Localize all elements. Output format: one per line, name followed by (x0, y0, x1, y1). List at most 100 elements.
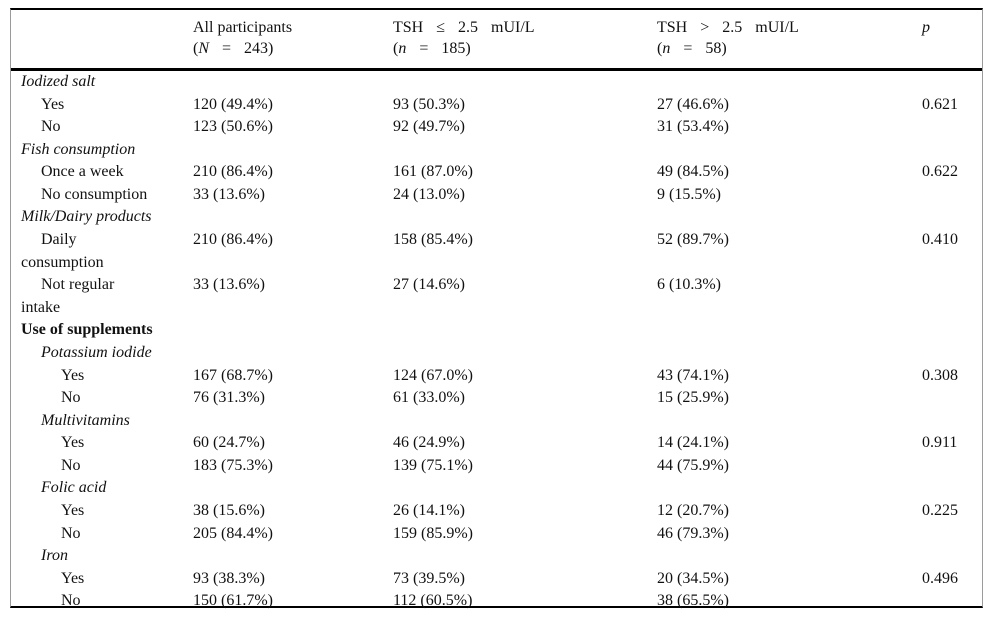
table-row: Daily consumption 210 (86.4%) 158 (85.4%) 52… (11, 229, 982, 274)
table-row: Once a week 210 (86.4%) 161 (87.0%) 49 (84.… (11, 161, 982, 184)
header-all-participants-n: (N = 243) (193, 40, 274, 57)
cell-all-participants: 183 (75.3%) (193, 456, 273, 474)
table-row: Use of supplements (11, 319, 982, 342)
row-label: No (61, 524, 81, 542)
row-label: No (61, 592, 81, 610)
header-tsh-gt-25: TSH > 2.5 mUI/L (n = 58) (657, 17, 912, 68)
table-row: No 150 (61.7%) 112 (60.5%) 38 (65.5%) (11, 590, 982, 613)
cell-tsh-gt-25: 6 (10.3%) (657, 276, 721, 294)
cell-all-participants: 93 (38.3%) (193, 569, 265, 587)
row-label: Potassium iodide (41, 343, 152, 361)
cell-all-participants: 123 (50.6%) (193, 118, 273, 136)
cell-all-participants: 210 (86.4%) (193, 163, 273, 181)
table-row: Folic acid (11, 477, 982, 500)
cell-all-participants: 76 (31.3%) (193, 389, 265, 407)
cell-tsh-gt-25: 27 (46.6%) (657, 95, 729, 113)
cell-tsh-gt-25: 20 (34.5%) (657, 569, 729, 587)
cell-p-value: 0.225 (922, 501, 958, 519)
cell-tsh-le-25: 158 (85.4%) (393, 231, 473, 249)
cell-all-participants: 60 (24.7%) (193, 434, 265, 452)
row-label: Milk/Dairy products (21, 208, 152, 226)
cell-tsh-gt-25: 38 (65.5%) (657, 592, 729, 610)
cell-tsh-le-25: 161 (87.0%) (393, 163, 473, 181)
row-label: No (61, 389, 81, 407)
table-row: Fish consumption (11, 139, 982, 162)
table-row: Not regular intake 33 (13.6%) 27 (14.6%) 6 (… (11, 274, 982, 319)
cell-tsh-le-25: 112 (60.5%) (393, 592, 473, 610)
cell-all-participants: 33 (13.6%) (193, 276, 265, 294)
table-body: Iodized salt Yes 120 (49.4%) 93 (50.3%) 27 (… (11, 71, 982, 613)
cell-tsh-gt-25: 15 (25.9%) (657, 389, 729, 407)
cell-p-value: 0.308 (922, 366, 958, 384)
header-tsh-gt-25-title: TSH > 2.5 mUI/L (657, 19, 799, 36)
row-label: Use of supplements (21, 321, 153, 339)
cell-p-value: 0.622 (922, 163, 958, 181)
row-label: Yes (61, 366, 85, 384)
cell-p-value: 0.911 (922, 434, 958, 452)
header-all-participants: All participants (N = 243) (193, 17, 393, 68)
cell-tsh-gt-25: 46 (79.3%) (657, 524, 729, 542)
row-label: Multivitamins (41, 411, 130, 429)
cell-tsh-le-25: 93 (50.3%) (393, 95, 465, 113)
cell-tsh-le-25: 92 (49.7%) (393, 118, 465, 136)
table-header: All participants (N = 243) TSH ≤ 2.5 mUI… (11, 10, 982, 71)
row-label: Yes (61, 501, 85, 519)
table-row: Iron (11, 545, 982, 568)
greater-than-symbol: > (700, 19, 710, 36)
cell-tsh-gt-25: 44 (75.9%) (657, 456, 729, 474)
cell-tsh-le-25: 73 (39.5%) (393, 569, 465, 587)
header-tsh-le-25-n: (n = 185) (393, 40, 471, 57)
cell-tsh-gt-25: 49 (84.5%) (657, 163, 729, 181)
cell-all-participants: 120 (49.4%) (193, 95, 273, 113)
header-tsh-gt-25-n: (n = 58) (657, 40, 727, 57)
header-p-value: p (922, 19, 930, 36)
table-row: Yes 93 (38.3%) 73 (39.5%) 20 (34.5%) 0.496 (11, 568, 982, 591)
table-row: Yes 60 (24.7%) 46 (24.9%) 14 (24.1%) 0.911 (11, 432, 982, 455)
row-label: Yes (41, 95, 65, 113)
cell-tsh-gt-25: 9 (15.5%) (657, 185, 721, 203)
row-label: Once a week (41, 163, 124, 181)
cell-tsh-le-25: 159 (85.9%) (393, 524, 473, 542)
cell-tsh-gt-25: 14 (24.1%) (657, 434, 729, 452)
row-label: No consumption (41, 185, 148, 203)
cell-p-value: 0.496 (922, 569, 958, 587)
table-row: Milk/Dairy products (11, 206, 982, 229)
row-label: Folic acid (41, 479, 107, 497)
row-label: No (41, 118, 61, 136)
cell-tsh-le-25: 27 (14.6%) (393, 276, 465, 294)
row-label: No (61, 456, 81, 474)
cell-tsh-gt-25: 12 (20.7%) (657, 501, 729, 519)
table-row: Potassium iodide (11, 342, 982, 365)
row-label: Daily consumption (21, 231, 104, 271)
cell-tsh-le-25: 26 (14.1%) (393, 501, 465, 519)
table-row: No 76 (31.3%) 61 (33.0%) 15 (25.9%) (11, 387, 982, 410)
header-tsh-le-25-title: TSH ≤ 2.5 mUI/L (393, 19, 535, 36)
table-row: Yes 167 (68.7%) 124 (67.0%) 43 (74.1%) 0.308 (11, 365, 982, 388)
cell-tsh-le-25: 61 (33.0%) (393, 389, 465, 407)
cell-tsh-gt-25: 52 (89.7%) (657, 231, 729, 249)
cell-tsh-gt-25: 31 (53.4%) (657, 118, 729, 136)
cell-all-participants: 205 (84.4%) (193, 524, 273, 542)
row-label: Yes (61, 569, 85, 587)
header-tsh-le-25: TSH ≤ 2.5 mUI/L (n = 185) (393, 17, 657, 68)
table-row: Multivitamins (11, 410, 982, 433)
cell-tsh-le-25: 124 (67.0%) (393, 366, 473, 384)
cell-all-participants: 38 (15.6%) (193, 501, 265, 519)
row-label: Yes (61, 434, 85, 452)
cell-p-value: 0.410 (922, 231, 958, 249)
row-label: Iron (41, 547, 68, 565)
cell-all-participants: 210 (86.4%) (193, 231, 273, 249)
header-empty-label-column (11, 17, 193, 68)
table-row: No 183 (75.3%) 139 (75.1%) 44 (75.9%) (11, 455, 982, 478)
cell-p-value: 0.621 (922, 95, 958, 113)
table-row: No consumption 33 (13.6%) 24 (13.0%) 9 (15.… (11, 184, 982, 207)
row-label: Not regular intake (21, 276, 115, 316)
cell-all-participants: 150 (61.7%) (193, 592, 273, 610)
cell-tsh-le-25: 139 (75.1%) (393, 456, 473, 474)
cell-all-participants: 33 (13.6%) (193, 185, 265, 203)
header-all-participants-title: All participants (193, 19, 293, 36)
cell-tsh-le-25: 46 (24.9%) (393, 434, 465, 452)
table-row: Iodized salt (11, 71, 982, 94)
cell-all-participants: 167 (68.7%) (193, 366, 273, 384)
less-equal-symbol: ≤ (436, 19, 446, 36)
